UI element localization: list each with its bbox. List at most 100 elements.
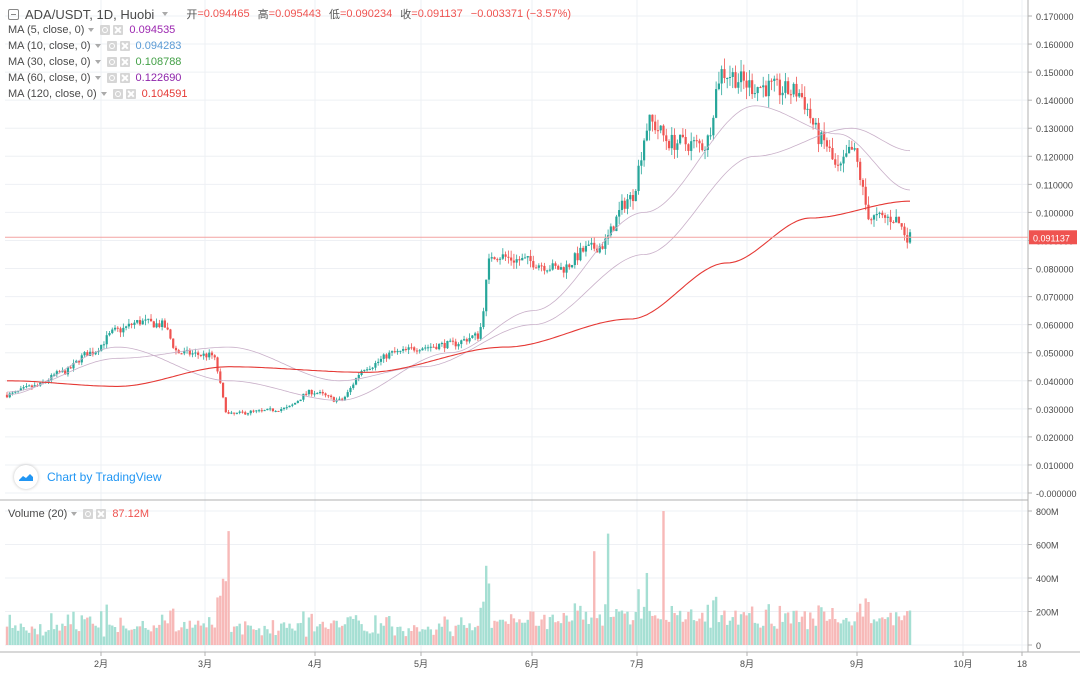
candle-body <box>645 130 648 141</box>
candle-body <box>426 347 430 349</box>
volume-bar <box>839 623 842 645</box>
candle-body <box>654 121 657 131</box>
candle-body <box>881 212 884 216</box>
candle-body <box>579 247 582 261</box>
x-tick-label: 9月 <box>850 659 864 669</box>
volume-bar <box>144 628 147 645</box>
volume-bar <box>903 615 906 645</box>
candles <box>5 58 912 416</box>
candle-body <box>346 392 349 397</box>
volume-bar <box>41 635 45 645</box>
volume-bar <box>551 614 554 645</box>
volume-bar <box>47 630 50 645</box>
volume-bar <box>91 623 95 645</box>
candle-body <box>188 349 191 355</box>
candle-body <box>363 369 366 371</box>
indicator-ma10[interactable]: MA (10, close, 0) 0.094283 <box>8 39 181 53</box>
volume-bar <box>773 626 776 645</box>
volume-bar <box>407 628 410 645</box>
open-value: =0.094465 <box>197 8 250 20</box>
indicator-ma60[interactable]: MA (60, close, 0) 0.122690 <box>8 71 181 85</box>
chevron-down-icon[interactable] <box>94 76 101 80</box>
candle-body <box>100 344 103 352</box>
volume-bar <box>606 533 610 645</box>
volume-bar <box>213 627 216 645</box>
volume-bar <box>346 617 349 645</box>
candle-body <box>357 374 360 379</box>
indicator-volume[interactable]: Volume (20) 87.12M <box>8 507 149 521</box>
volume-bar <box>304 636 308 645</box>
volume-bar <box>534 625 538 645</box>
indicator-ma120[interactable]: MA (120, close, 0) 0.104591 <box>8 87 188 101</box>
chevron-down-icon[interactable] <box>94 60 101 64</box>
candle-body <box>360 370 363 375</box>
candle-body <box>277 410 280 412</box>
volume-bar <box>858 603 862 645</box>
volume-bar <box>16 630 20 645</box>
chevron-down-icon[interactable] <box>88 28 95 32</box>
gear-icon[interactable] <box>106 73 117 83</box>
y-tick-label: 0.140000 <box>1036 96 1074 106</box>
ma60-line <box>6 127 911 393</box>
volume-bar <box>518 619 521 645</box>
volume-bar <box>908 610 912 645</box>
volume-bar <box>268 633 272 645</box>
tradingview-link[interactable]: Chart by TradingView <box>14 464 162 490</box>
gear-icon[interactable] <box>106 41 117 51</box>
volume-bar <box>196 620 200 645</box>
indicator-value: 0.104591 <box>141 88 188 100</box>
candle-body <box>440 342 443 345</box>
candle-body <box>224 397 227 413</box>
volume-bar <box>307 617 311 645</box>
close-icon[interactable] <box>119 57 130 67</box>
volume-bar <box>86 617 89 645</box>
candle-body <box>820 132 823 145</box>
volume-bar <box>878 618 881 645</box>
chevron-down-icon[interactable] <box>94 44 101 48</box>
candle-body <box>792 83 795 95</box>
x-tick-label: 4月 <box>308 659 322 669</box>
collapse-icon[interactable] <box>8 8 19 20</box>
gear-icon[interactable] <box>100 25 111 35</box>
candle-body <box>715 89 718 118</box>
volume-bar <box>72 611 75 645</box>
y-tick-label: 0.040000 <box>1036 377 1074 387</box>
candle-body <box>418 350 421 352</box>
close-icon[interactable] <box>113 25 124 35</box>
volume-bar <box>667 621 671 645</box>
volume-bar <box>756 623 759 645</box>
volume-bar <box>365 631 369 645</box>
chevron-down-icon[interactable] <box>162 12 169 16</box>
volume-bar <box>850 625 854 645</box>
indicator-ma30[interactable]: MA (30, close, 0) 0.108788 <box>8 55 181 69</box>
volume-bar <box>443 616 446 645</box>
candle-body <box>692 140 696 142</box>
gear-icon[interactable] <box>83 509 94 519</box>
close-icon[interactable] <box>119 73 130 83</box>
chevron-down-icon[interactable] <box>100 92 107 96</box>
candle-body <box>756 87 759 94</box>
gear-icon[interactable] <box>112 89 123 99</box>
volume-bar <box>501 619 505 645</box>
gear-icon[interactable] <box>106 57 117 67</box>
volume-bar <box>172 608 175 645</box>
chevron-down-icon[interactable] <box>71 512 78 516</box>
candle-body <box>55 371 58 375</box>
candle-body <box>415 350 419 352</box>
volume-bar <box>147 629 150 645</box>
close-icon[interactable] <box>119 41 130 51</box>
volume-bar <box>817 605 820 645</box>
close-icon[interactable] <box>96 509 107 519</box>
candle-body <box>745 80 748 88</box>
indicator-ma5[interactable]: MA (5, close, 0) 0.094535 <box>8 23 175 37</box>
candle-body <box>238 411 241 413</box>
volume-bar <box>318 624 322 645</box>
candle-body <box>125 326 128 328</box>
close-icon[interactable] <box>125 89 136 99</box>
y-tick-label: 0.170000 <box>1036 12 1074 22</box>
candle-body <box>523 257 527 259</box>
candle-body <box>66 367 70 375</box>
volume-bar <box>354 615 358 645</box>
volume-bar <box>906 611 909 645</box>
